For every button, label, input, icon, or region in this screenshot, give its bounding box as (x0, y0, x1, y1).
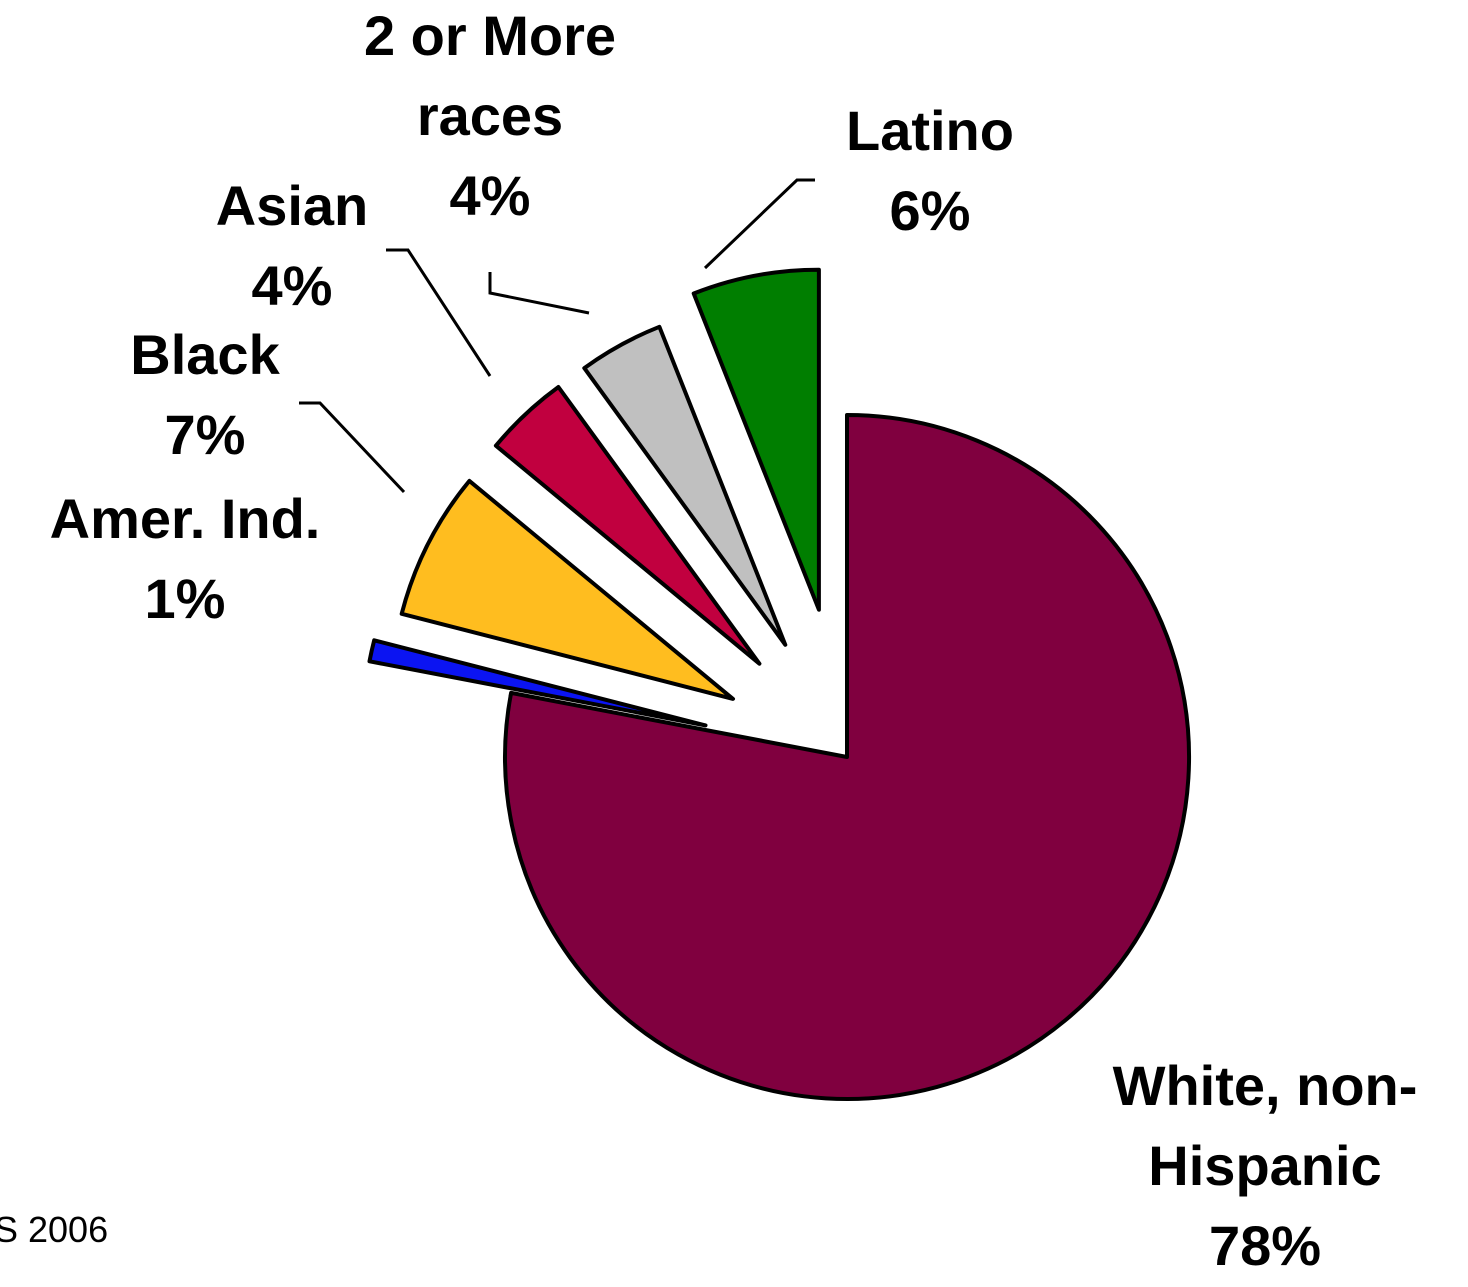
slice-label-line: 4% (252, 254, 333, 317)
slice-label-line: White, non- (1113, 1054, 1418, 1117)
slice-label-line: Hispanic (1148, 1134, 1381, 1197)
slice-label-line: 78% (1209, 1214, 1321, 1277)
slice-label-line: Asian (216, 174, 369, 237)
leader-line-black (299, 401, 406, 494)
pie-slice-black (399, 478, 735, 701)
pie-slice-amer-ind (367, 638, 708, 728)
slice-label-two-or-more-races: 2 or More races 4% (364, 4, 616, 227)
leader-line-two-or-more (488, 272, 590, 315)
slice-label-amer-ind: Amer. Ind. 1% (50, 487, 321, 630)
slice-label-line: 2 or More (364, 4, 616, 67)
source-note: S 2006 (0, 1209, 108, 1250)
slice-label-line: Amer. Ind. (50, 487, 321, 550)
slice-label-line: 6% (890, 179, 971, 242)
slice-label-asian: Asian 4% (216, 174, 369, 317)
pie-slice-white-non-hispanic (503, 413, 1192, 1101)
slice-label-line: races (417, 84, 563, 147)
pie-slice-latino (691, 267, 821, 612)
leader-line-latino (703, 178, 815, 270)
slice-label-latino: Latino 6% (846, 99, 1014, 242)
slice-label-line: Latino (846, 99, 1014, 162)
leader-line-asian (386, 248, 492, 377)
slice-label-black: Black 7% (130, 323, 280, 466)
pie-slice-asian (493, 385, 762, 666)
slice-label-line: 7% (165, 403, 246, 466)
slice-label-line: 4% (450, 164, 531, 227)
slice-label-white-non-hispanic: White, non- Hispanic 78% (1113, 1054, 1418, 1277)
pie-slice-two-or-more-races (582, 324, 788, 647)
slice-label-line: 1% (145, 567, 226, 630)
slice-label-line: Black (130, 323, 280, 386)
